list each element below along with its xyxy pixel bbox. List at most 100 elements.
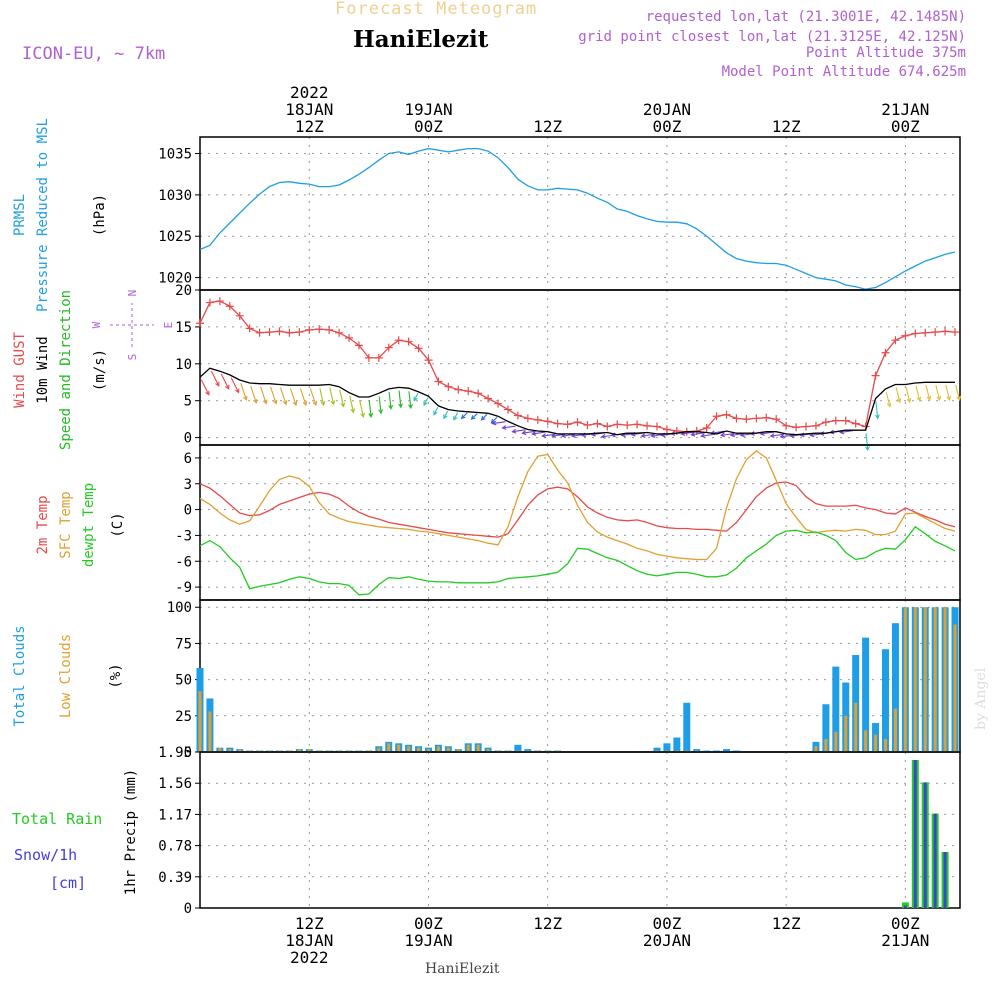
gust-marker — [811, 421, 820, 430]
low-cloud-bar — [456, 749, 460, 752]
time-label-bottom: 20JAN — [643, 931, 691, 950]
gust-marker — [941, 327, 950, 336]
wind-direction-arrow — [289, 388, 297, 406]
wind-arrow-head — [470, 415, 476, 420]
gust-marker — [513, 411, 522, 420]
time-label-top: 00Z — [414, 117, 443, 136]
wind-direction-arrow — [280, 387, 287, 405]
direction-label: Speed and Direction — [58, 290, 74, 450]
low-cloud-bar — [943, 607, 947, 752]
wind-direction-arrow — [200, 379, 210, 395]
sfc-temp-label: SFC Temp — [58, 491, 74, 558]
wind-arrow-head — [719, 432, 726, 438]
snow-bar — [913, 760, 917, 908]
wind-speed-line — [199, 367, 955, 436]
snow-unit: [cm] — [50, 874, 86, 892]
gust-marker — [742, 415, 751, 424]
total-cloud-bar — [881, 649, 889, 752]
wind-direction-arrow — [915, 385, 921, 401]
wind-direction-arrow — [270, 386, 277, 404]
compass-legend: S N W E — [90, 290, 175, 361]
wind-arrow-head — [235, 388, 240, 394]
time-label-top: 20JAN — [643, 100, 691, 119]
wind-direction-arrow — [453, 412, 459, 421]
y-tick-label: 1.56 — [158, 776, 192, 792]
gust-marker — [295, 328, 304, 337]
time-label-top: 19JAN — [404, 100, 452, 119]
low-clouds-label: Low Clouds — [58, 634, 74, 718]
gust-marker — [275, 327, 284, 336]
gust-marker — [881, 348, 890, 357]
time-label-top: 00Z — [652, 117, 681, 136]
low-cloud-bar — [854, 702, 858, 752]
y-tick-label: 3 — [184, 477, 192, 493]
y-tick-label: 25 — [175, 709, 192, 725]
gust-marker — [831, 416, 840, 425]
temp-unit: (C) — [110, 512, 126, 537]
gust-marker — [762, 413, 771, 422]
wind-direction-arrow — [562, 433, 576, 437]
wind-direction-arrow — [210, 370, 220, 387]
wind-direction-arrow — [349, 395, 354, 413]
y-tick-label: 1030 — [158, 188, 192, 204]
time-label-top: 12Z — [772, 117, 801, 136]
gust-marker — [901, 331, 910, 340]
total-clouds-label: Total Clouds — [12, 625, 28, 726]
wind-arrow-head — [292, 400, 298, 407]
wind-arrow-head — [398, 403, 403, 409]
panel-clouds: 0 25 50 75 100 Total Clouds Low Clouds (%) — [12, 599, 961, 761]
gust-marker — [603, 422, 612, 431]
point-altitude: Point Altitude 375m — [805, 45, 966, 61]
wind-direction-arrow — [329, 387, 335, 405]
wind-arrow-head — [320, 401, 326, 407]
total-cloud-bar — [723, 749, 731, 752]
wind-arrow-head — [819, 431, 825, 436]
wind-direction-arrow — [945, 384, 951, 400]
wind-direction-arrow — [388, 391, 392, 409]
wind-arrow-head — [443, 414, 448, 420]
precip-axis-title: 1hr Precip (mm) — [123, 769, 139, 895]
y-tick-label: 100 — [167, 600, 192, 616]
time-label-bottom: 18JAN — [285, 931, 333, 950]
gust-marker — [434, 377, 443, 386]
panel-temperature: -9 -6 -3 0 3 6 2m Temp SFC Temp dewpt Temp (C) — [35, 444, 961, 601]
low-cloud-bar — [307, 749, 311, 752]
wind-direction-arrow — [840, 430, 854, 433]
wind-direction-arrow — [641, 433, 655, 437]
model-label: ICON-EU, ~ 7km — [22, 44, 166, 64]
y-tick-label: 0.78 — [158, 839, 192, 855]
low-cloud-bar — [426, 749, 430, 752]
gust-marker — [374, 353, 383, 362]
low-cloud-bar — [407, 746, 411, 752]
wind-arrow-head — [916, 396, 922, 402]
total-cloud-bar — [683, 702, 691, 752]
gust-marker — [215, 297, 224, 306]
wind-direction-arrow — [408, 391, 412, 409]
wind-direction-arrow — [359, 400, 364, 417]
time-label-bottom: 21JAN — [881, 931, 929, 950]
gust-marker — [205, 298, 214, 307]
wind-direction-arrow — [532, 431, 546, 435]
panel-precip: 0 0.39 0.78 1.17 1.56 1.95 1hr Precip (mm) — [123, 745, 961, 917]
wind-direction-arrow — [423, 397, 429, 406]
time-label-top: 21JAN — [881, 100, 929, 119]
y-tick-label: 0 — [184, 431, 192, 447]
low-cloud-bar — [208, 711, 212, 752]
low-cloud-bar — [913, 607, 917, 752]
wind-arrow-head — [460, 414, 466, 420]
gust-marker — [354, 341, 363, 350]
gust-marker — [732, 414, 741, 423]
low-cloud-bar — [874, 734, 878, 752]
wind-direction-arrow — [250, 385, 257, 403]
gust-marker — [573, 418, 582, 427]
wind-label: 10m Wind — [35, 336, 51, 403]
gridpoint-coords: grid point closest lon,lat (21.3125E, 42… — [578, 29, 966, 45]
wind-direction-arrow — [461, 412, 468, 419]
wind-arrow-head — [956, 395, 961, 401]
time-label-bottom: 12Z — [772, 914, 801, 933]
gust-marker — [444, 382, 453, 391]
time-label-bottom: 2022 — [290, 948, 329, 967]
total-cloud-bar — [832, 666, 840, 752]
gust-marker — [652, 422, 661, 431]
